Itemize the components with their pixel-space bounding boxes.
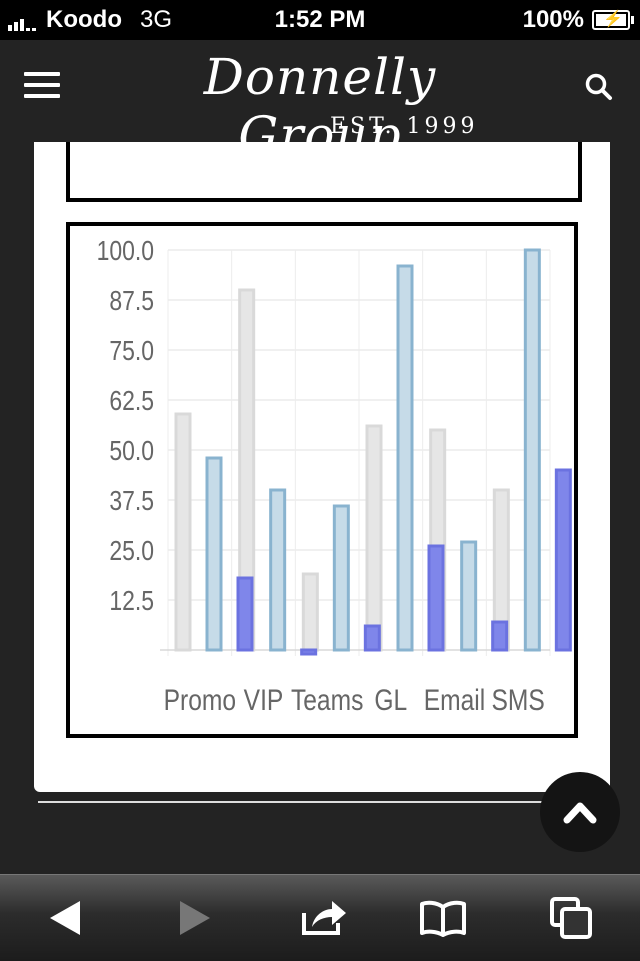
back-arrow-icon[interactable] [42,893,92,943]
bar-chart: 12.5 25.0 37.5 50.0 62.5 75.0 87.5 100.0 Promo VI… [97,236,572,717]
share-icon[interactable] [298,893,348,943]
search-icon[interactable] [584,72,614,102]
y-tick-label: 50.0 [109,436,154,467]
chevron-up-icon [563,802,597,824]
bar [554,468,572,652]
y-tick-label: 87.5 [109,286,154,317]
battery-icon: ⚡ [592,10,634,30]
hamburger-menu-icon[interactable] [24,72,60,98]
bookmarks-icon[interactable] [418,893,468,943]
signal-icon [8,9,36,31]
x-tick-label: GL [374,683,407,717]
bar [365,424,383,652]
site-header: Donnelly Group EST. 1999 [0,40,640,164]
x-tick-label: Email [424,683,485,717]
tabs-icon[interactable] [546,893,596,943]
x-tick-label: Teams [291,683,363,717]
bar [523,248,541,652]
y-tick-label: 100.0 [97,236,154,267]
carrier-name: Koodo [46,6,122,33]
battery-status: 100% ⚡ [522,6,634,34]
bar [491,620,509,652]
bar [460,540,478,652]
site-logo[interactable]: Donnelly Group EST. 1999 [120,42,520,164]
y-tick-label: 75.0 [109,336,154,367]
bar-chart-box: 12.5 25.0 37.5 50.0 62.5 75.0 87.5 100.0 Promo VI… [66,222,578,738]
x-tick-label: VIP [244,683,284,717]
bar [269,488,287,652]
card-divider [38,801,608,803]
bar [236,576,254,652]
y-tick-label: 37.5 [109,486,154,517]
bar [174,412,192,652]
network-type: 3G [139,6,172,33]
bar [300,648,318,656]
previous-chart-box [66,142,582,202]
bar [205,456,223,652]
x-tick-label: SMS [492,683,545,717]
logo-established: EST. 1999 [330,114,479,139]
bar [427,544,445,652]
y-tick-label: 12.5 [109,586,154,617]
x-tick-label: Promo [164,683,236,717]
y-tick-label: 62.5 [109,386,154,417]
clock: 1:52 PM [274,6,366,33]
y-tick-label: 25.0 [109,536,154,567]
bar [396,264,414,652]
status-bar: Koodo 3G 1:52 PM 100% ⚡ [0,0,640,40]
scroll-to-top-button[interactable] [540,772,620,852]
browser-toolbar [0,874,640,961]
bar [301,572,319,652]
content-card: 12.5 25.0 37.5 50.0 62.5 75.0 87.5 100.0 Promo VI… [34,142,610,792]
battery-percent: 100% [522,6,584,33]
carrier-info: Koodo 3G [8,6,172,34]
forward-arrow-icon[interactable] [168,893,218,943]
bar [363,624,381,652]
bar [332,504,350,652]
